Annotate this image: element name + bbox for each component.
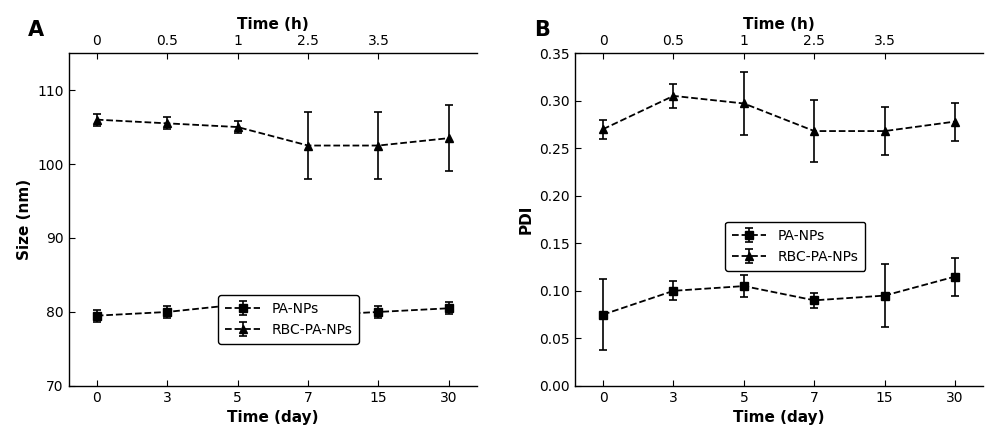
Text: A: A [28,20,44,40]
X-axis label: Time (day): Time (day) [733,410,825,425]
X-axis label: Time (h): Time (h) [237,17,309,32]
Y-axis label: PDI: PDI [519,205,534,234]
Y-axis label: Size (nm): Size (nm) [17,179,32,260]
Text: B: B [534,20,550,40]
Legend: PA-NPs, RBC-PA-NPs: PA-NPs, RBC-PA-NPs [218,295,359,344]
Legend: PA-NPs, RBC-PA-NPs: PA-NPs, RBC-PA-NPs [725,222,865,271]
X-axis label: Time (h): Time (h) [743,17,815,32]
X-axis label: Time (day): Time (day) [227,410,319,425]
